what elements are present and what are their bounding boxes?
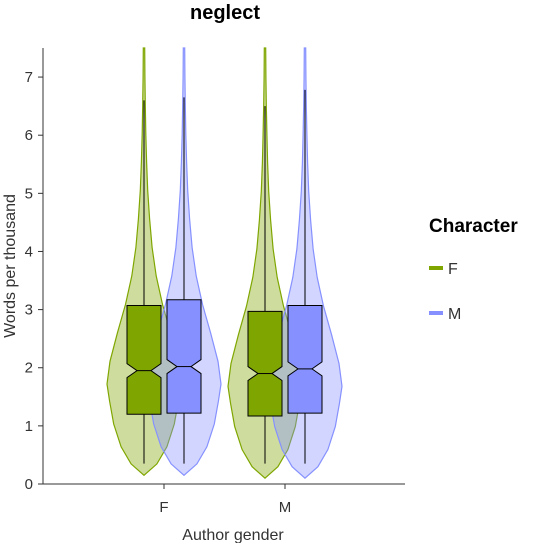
chart-title: neglect xyxy=(190,2,260,24)
legend: Character F M xyxy=(429,216,518,323)
y-axis-ticks: 0 1 2 3 4 5 6 7 xyxy=(25,69,43,493)
y-tick-label-7: 7 xyxy=(25,69,33,86)
box-F-M xyxy=(247,310,283,417)
legend-label-F: F xyxy=(448,261,458,278)
y-tick-label-0: 0 xyxy=(25,476,33,493)
box-M-F xyxy=(166,299,202,414)
box-M-M xyxy=(287,305,323,414)
y-axis-title: Words per thousand xyxy=(2,194,19,338)
y-tick-label-4: 4 xyxy=(25,243,33,260)
y-tick-label-3: 3 xyxy=(25,302,33,319)
y-tick-label-2: 2 xyxy=(25,360,33,377)
legend-label-M: M xyxy=(448,306,461,323)
legend-title: Character xyxy=(429,216,518,237)
plot-area xyxy=(106,47,343,480)
y-tick-label-1: 1 xyxy=(25,418,33,435)
y-tick-label-6: 6 xyxy=(25,127,33,144)
box-F-F xyxy=(126,305,162,415)
x-tick-label-M: M xyxy=(279,499,292,516)
y-tick-label-5: 5 xyxy=(25,185,33,202)
x-tick-label-F: F xyxy=(159,499,168,516)
x-axis-title: Author gender xyxy=(182,527,284,543)
